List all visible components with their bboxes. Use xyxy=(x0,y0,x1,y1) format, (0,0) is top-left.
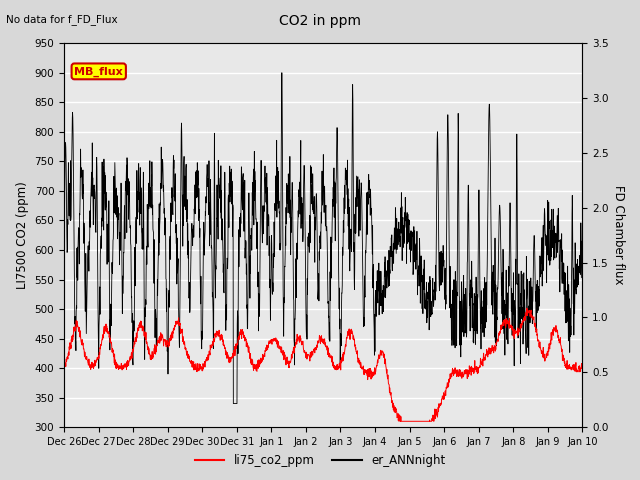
Text: No data for f_FD_Flux: No data for f_FD_Flux xyxy=(6,14,118,25)
Legend: li75_co2_ppm, er_ANNnight: li75_co2_ppm, er_ANNnight xyxy=(190,449,450,472)
Y-axis label: LI7500 CO2 (ppm): LI7500 CO2 (ppm) xyxy=(16,181,29,289)
Text: CO2 in ppm: CO2 in ppm xyxy=(279,14,361,28)
Y-axis label: FD Chamber flux: FD Chamber flux xyxy=(612,185,625,285)
Text: MB_flux: MB_flux xyxy=(74,66,123,76)
